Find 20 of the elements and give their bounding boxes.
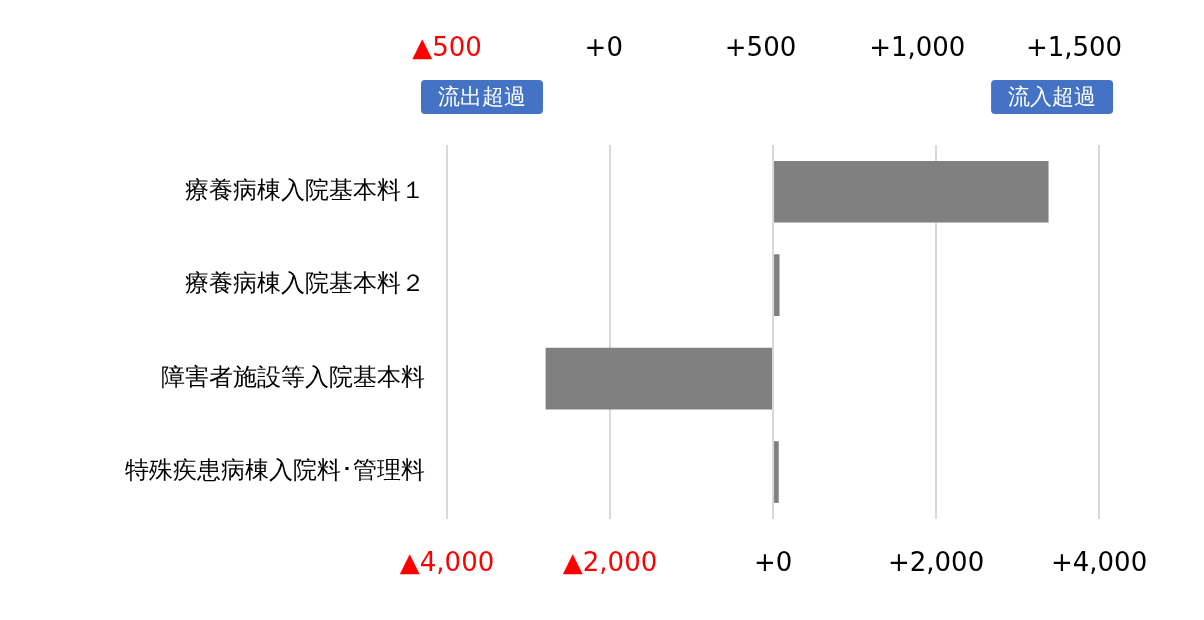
text: 流出超過 (438, 83, 526, 109)
text: 流入超過 (1008, 83, 1097, 109)
bar (545, 347, 773, 410)
x2-tick-label: +1,000 (869, 32, 966, 63)
x2-tick-label: +0 (584, 32, 623, 63)
x-tick-label: +4,000 (1050, 547, 1148, 578)
x2-tick-label: +500 (724, 32, 797, 63)
x-tick-label: ▲4,000 (399, 547, 495, 578)
y-tick-label: 療養病棟入院基本料２ (185, 269, 425, 298)
x-tick-label: +0 (753, 547, 793, 578)
y-tick-label: 療養病棟入院基本料１ (185, 175, 425, 204)
y-tick-label: 特殊疾患病棟入院料･管理料 (125, 456, 425, 485)
bar (774, 254, 780, 317)
x-tick-label: ▲2,000 (562, 547, 658, 578)
x2-tick-label: +1,500 (1025, 32, 1123, 63)
bar (774, 160, 1049, 223)
bar (774, 441, 779, 503)
x2-tick-label: ▲500 (412, 32, 482, 63)
x-tick-label: +2,000 (887, 547, 985, 578)
y-tick-label: 障害者施設等入院基本料 (161, 362, 425, 391)
